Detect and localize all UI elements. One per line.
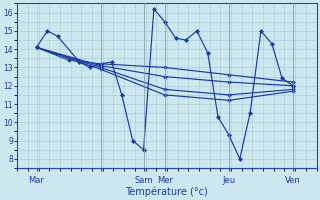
X-axis label: Température (°c): Température (°c) [125, 186, 208, 197]
